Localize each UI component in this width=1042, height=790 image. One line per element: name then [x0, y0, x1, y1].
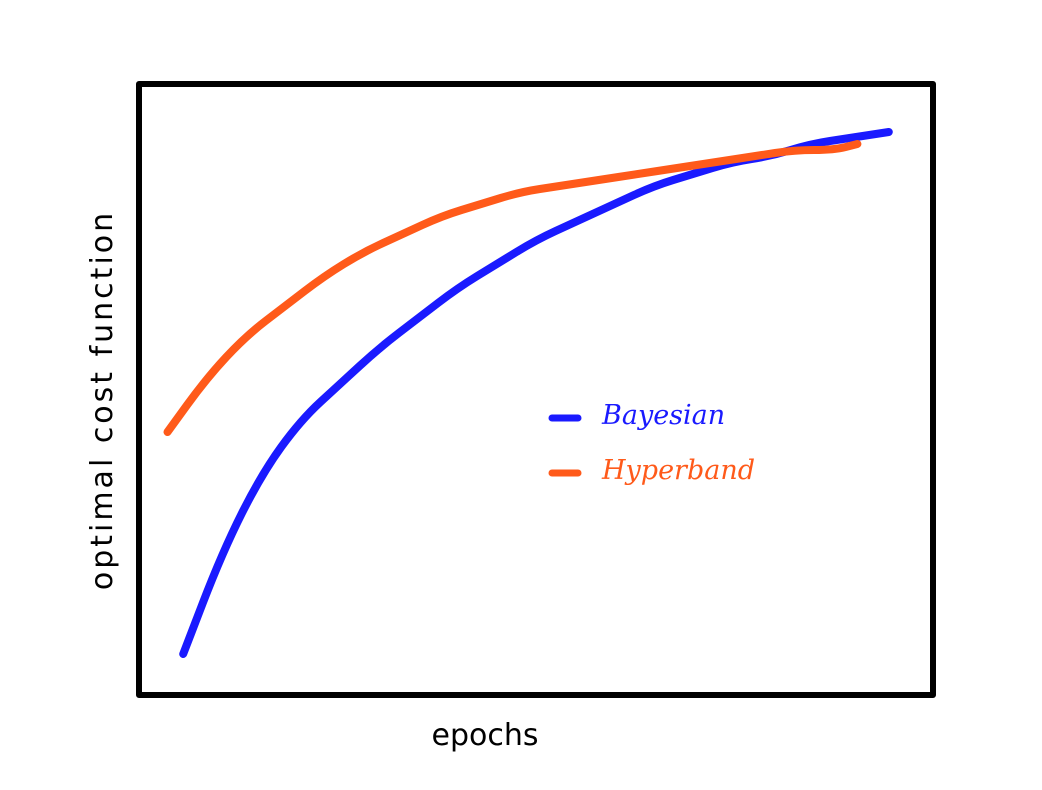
series-layer [163, 128, 893, 658]
legend: Bayesian Hyperband [548, 400, 755, 486]
legend-label-bayesian: Bayesian [601, 400, 725, 431]
series-line-bayesian [179, 128, 893, 658]
x-axis-label: epochs [432, 718, 539, 753]
plot-frame [136, 81, 936, 698]
series-line-hyperband [163, 140, 862, 436]
y-axis-label: optimal cost function [85, 210, 120, 590]
legend-label-hyperband: Hyperband [601, 455, 755, 486]
